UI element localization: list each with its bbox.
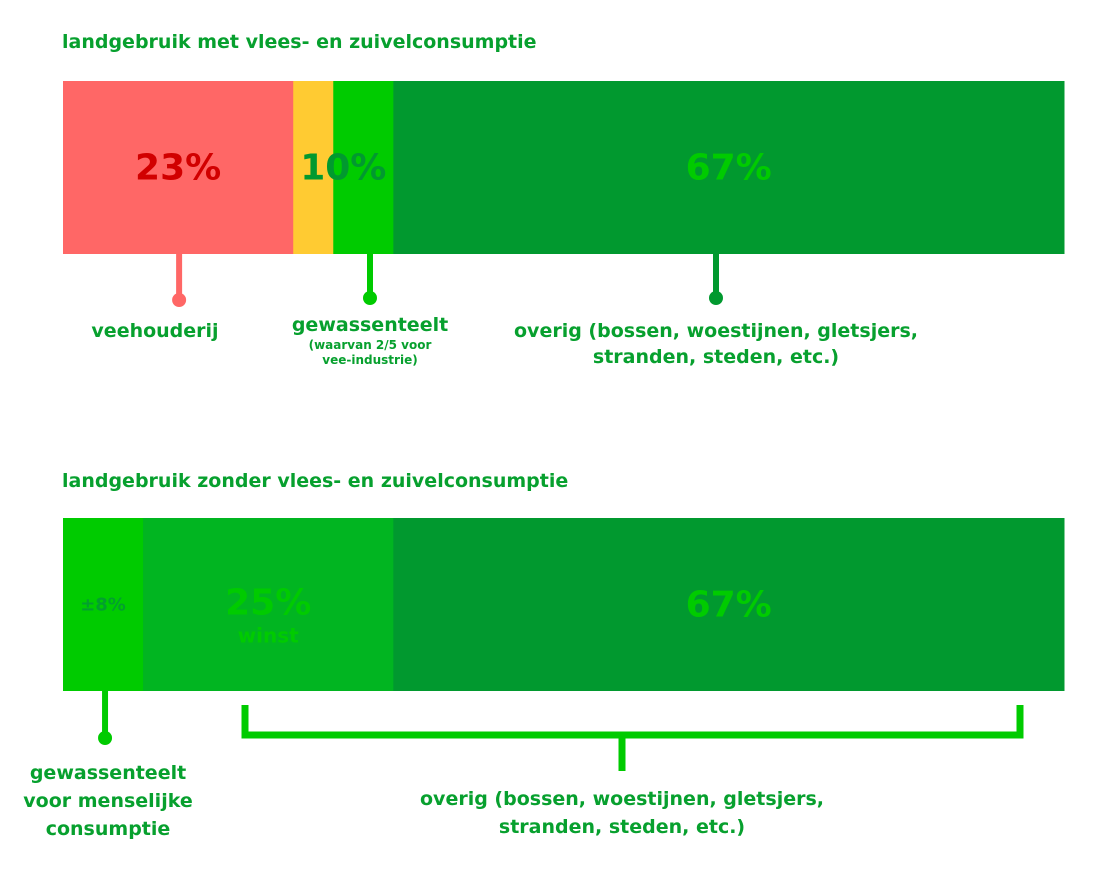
bar-segment-2-0: [63, 518, 144, 691]
bracket-overig: [241, 705, 1024, 739]
segment-label-2-0: ±8%: [80, 595, 126, 616]
label-gewassenteelt: gewassenteelt (waarvan 2/5 voor vee-indu…: [270, 312, 470, 368]
segment-label-2-2: 67%: [686, 585, 772, 626]
stacked-bar-without-meat: ±8% 25%winst 67%: [63, 518, 1065, 691]
connector-gewassenteelt-dot: [363, 291, 377, 305]
bar-segment-1-2: [333, 81, 394, 254]
bar-segment-1-3: [393, 81, 1065, 254]
annotation-connectors: [98, 254, 1024, 771]
label-veehouderij: veehouderij: [91, 320, 219, 342]
label-overig-1: overig (bossen, woestijnen, gletsjers, s…: [514, 320, 918, 368]
segment-label-1-0: 23%: [135, 148, 221, 189]
group-label-1-0: 10%: [300, 148, 386, 189]
connector-menselijk-dot: [98, 731, 113, 745]
connector-overig-1-dot: [709, 291, 723, 305]
chart-title-without-meat: landgebruik zonder vlees- en zuivelconsu…: [62, 470, 569, 492]
segment-sublabel-2-1: winst: [238, 624, 299, 648]
bar-segment-1-0: [63, 81, 294, 254]
label-gewassenteelt-sub-2: vee-industrie): [322, 353, 418, 367]
bar-segment-1-1: [293, 81, 334, 254]
bar-segment-2-2: [393, 518, 1065, 691]
segment-label-1-3: 67%: [686, 148, 772, 189]
chart-title-with-meat: landgebruik met vlees- en zuivelconsumpt…: [62, 31, 537, 53]
stacked-bar-with-meat: 23% 67% 10%: [63, 81, 1065, 254]
label-gewassenteelt-sub-1: (waarvan 2/5 voor: [308, 338, 432, 352]
label-overig-2: overig (bossen, woestijnen, gletsjers, s…: [420, 788, 824, 838]
label-gewassenteelt-menselijk: gewassenteelt voor menselijke consumptie: [23, 762, 193, 840]
connector-veehouderij-dot: [172, 293, 187, 307]
segment-label-2-1: 25%: [225, 583, 311, 624]
bar-segment-2-1: [143, 518, 394, 691]
